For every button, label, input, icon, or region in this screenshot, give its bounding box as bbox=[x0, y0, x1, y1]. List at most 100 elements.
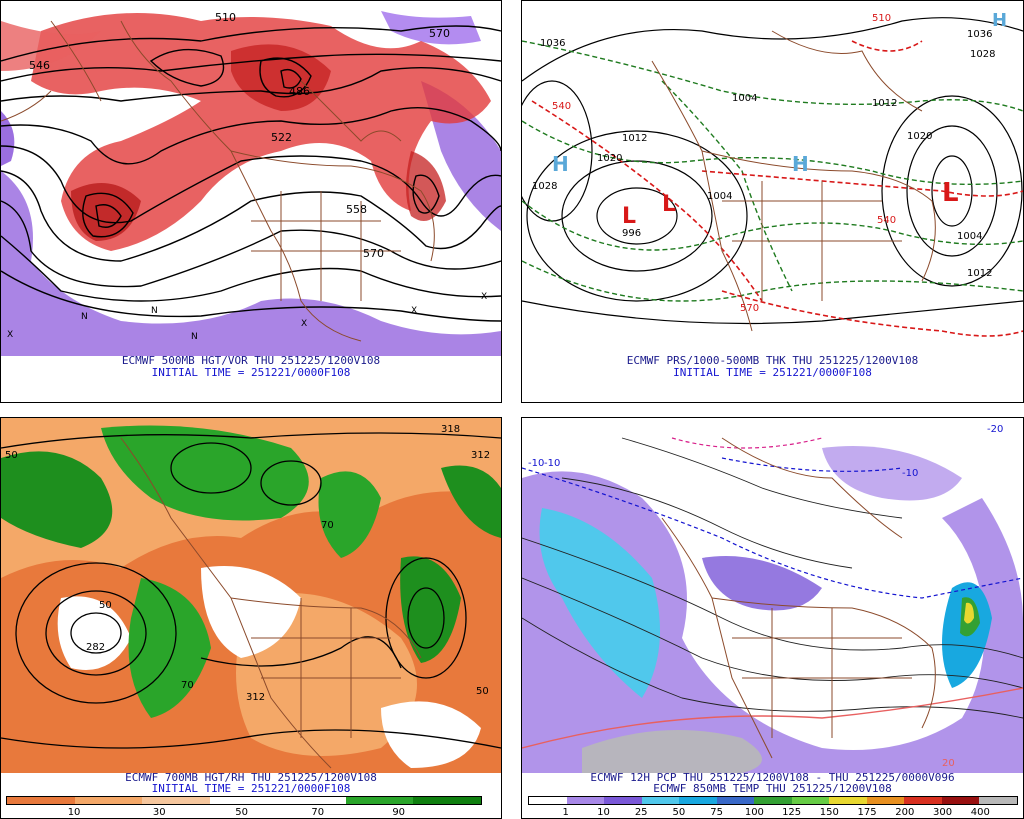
contour-label: 570 bbox=[363, 247, 384, 260]
temp-contour-label: 20 bbox=[942, 758, 955, 769]
legend-swatch bbox=[979, 797, 1017, 804]
temp-contour-label: -20 bbox=[987, 424, 1003, 435]
legend-swatch bbox=[829, 797, 867, 804]
low-pressure-symbol: L bbox=[622, 204, 636, 229]
legend-swatch bbox=[904, 797, 942, 804]
isobar-label: 1036 bbox=[967, 29, 992, 40]
legend-label: 175 bbox=[857, 807, 877, 818]
marker-n: N bbox=[151, 306, 158, 316]
legend-swatch bbox=[413, 797, 482, 804]
legend-swatch bbox=[277, 797, 346, 804]
legend-label: 400 bbox=[970, 807, 990, 818]
legend-swatch bbox=[604, 797, 642, 804]
contour-label: 558 bbox=[346, 203, 367, 216]
legend-label: 1 bbox=[562, 807, 569, 818]
isobar-label: 1036 bbox=[540, 38, 565, 49]
contour-label: 546 bbox=[29, 59, 50, 72]
thickness-label: 570 bbox=[740, 303, 759, 314]
isobar-label: 1012 bbox=[622, 133, 647, 144]
rh-label: 70 bbox=[181, 680, 194, 691]
legend-label: 10 bbox=[67, 807, 81, 818]
panel-precip-850temp: -10 -10 -10 -20 20 ECMWF 12H PCP THU 251… bbox=[521, 417, 1024, 819]
legend-label: 150 bbox=[819, 807, 839, 818]
isobar-label: 1004 bbox=[732, 93, 757, 104]
contour-label: 570 bbox=[429, 27, 450, 40]
temp-contour-label: -10 bbox=[902, 468, 918, 479]
marker-x: X bbox=[7, 330, 13, 340]
precip-legend-labels: 1 10 25 50 75 100 125 150 175 200 300 40… bbox=[528, 807, 1018, 819]
legend-swatch bbox=[641, 797, 680, 804]
map-500mb-vorticity: 546 510 570 486 522 558 570 N N N X X X … bbox=[1, 1, 501, 356]
legend-swatch bbox=[754, 797, 792, 804]
contour-label: 312 bbox=[246, 692, 265, 703]
rh-label: 50 bbox=[5, 450, 18, 461]
contour-label: 318 bbox=[441, 424, 460, 435]
marker-x: X bbox=[301, 319, 307, 329]
marker-x: X bbox=[481, 292, 487, 302]
isobar-label: 1020 bbox=[907, 131, 932, 142]
panel-caption: ECMWF 12H PCP THU 251225/1200V108 - THU … bbox=[590, 771, 955, 784]
isobar-label: 1028 bbox=[970, 49, 995, 60]
isobar-label: 1028 bbox=[532, 181, 557, 192]
contour-label: 510 bbox=[215, 11, 236, 24]
panel-caption: ECMWF 700MB HGT/RH THU 251225/1200V108 bbox=[125, 771, 377, 784]
precip-color-legend bbox=[528, 796, 1018, 805]
legend-label: 30 bbox=[152, 807, 166, 818]
panel-700mb-rh: 318 312 50 70 70 50 282 312 50 ECMWF 700… bbox=[0, 417, 502, 819]
rh-legend-labels: 10 30 50 70 90 bbox=[6, 807, 482, 819]
isobar-label: 1012 bbox=[967, 268, 992, 279]
legend-swatch bbox=[716, 797, 755, 804]
high-pressure-symbol: H bbox=[792, 152, 809, 176]
legend-label: 50 bbox=[672, 807, 686, 818]
initial-time-caption: INITIAL TIME = 251221/0000F108 bbox=[151, 366, 351, 379]
legend-swatch bbox=[142, 797, 211, 804]
legend-label: 10 bbox=[597, 807, 610, 818]
isobar-label: 996 bbox=[622, 228, 641, 239]
map-pressure-thickness: 1036 1028 1020 1012 1004 996 1004 1012 1… bbox=[522, 1, 1023, 356]
initial-time-caption: INITIAL TIME = 251221/0000F108 bbox=[673, 366, 872, 379]
temp-contour-label: -10 bbox=[528, 458, 544, 469]
legend-label: 100 bbox=[744, 807, 764, 818]
legend-swatch bbox=[74, 797, 143, 804]
low-pressure-symbol: L bbox=[662, 192, 676, 217]
legend-swatch bbox=[7, 797, 75, 804]
rh-label: 50 bbox=[476, 686, 489, 697]
legend-swatch bbox=[679, 797, 717, 804]
thickness-label: 510 bbox=[872, 13, 891, 24]
map-700mb-rh: 318 312 50 70 70 50 282 312 50 bbox=[1, 418, 501, 773]
marker-x: X bbox=[411, 306, 417, 316]
high-pressure-symbol: H bbox=[992, 10, 1007, 31]
legend-swatch bbox=[941, 797, 980, 804]
legend-label: 70 bbox=[311, 807, 325, 818]
contour-label: 522 bbox=[271, 131, 292, 144]
legend-label: 200 bbox=[895, 807, 915, 818]
rh-label: 50 bbox=[99, 600, 112, 611]
isobar-label: 1012 bbox=[872, 98, 897, 109]
legend-swatch bbox=[866, 797, 905, 804]
panel-caption: ECMWF 500MB HGT/VOR THU 251225/1200V108 bbox=[121, 354, 381, 367]
low-pressure-symbol: L bbox=[942, 178, 959, 208]
contour-label: 312 bbox=[471, 450, 490, 461]
contour-label: 282 bbox=[86, 642, 105, 653]
panel-caption-temp: ECMWF 850MB TEMP THU 251225/1200V108 bbox=[653, 782, 892, 795]
high-pressure-symbol: H bbox=[552, 152, 569, 176]
isobar-label: 1004 bbox=[957, 231, 982, 242]
legend-swatch bbox=[345, 797, 414, 804]
rh-label: 70 bbox=[321, 520, 334, 531]
isobar-label: 1004 bbox=[707, 191, 732, 202]
panel-500mb-vorticity: 546 510 570 486 522 558 570 N N N X X X … bbox=[0, 0, 502, 403]
rh-color-legend bbox=[6, 796, 482, 805]
legend-label: 125 bbox=[782, 807, 802, 818]
map-precip-850temp: -10 -10 -10 -20 20 bbox=[522, 418, 1023, 773]
legend-swatch bbox=[791, 797, 830, 804]
legend-swatch bbox=[529, 797, 567, 804]
thickness-label: 540 bbox=[877, 215, 896, 226]
panel-pressure-thickness: 1036 1028 1020 1012 1004 996 1004 1012 1… bbox=[521, 0, 1024, 403]
legend-label: 90 bbox=[392, 807, 406, 818]
legend-label: 25 bbox=[634, 807, 648, 818]
legend-label: 50 bbox=[235, 807, 248, 818]
contour-label: 486 bbox=[289, 85, 310, 98]
legend-label: 300 bbox=[932, 807, 953, 818]
panel-caption: ECMWF PRS/1000-500MB THK THU 251225/1200… bbox=[626, 354, 919, 367]
isobar-label: 1020 bbox=[597, 153, 622, 164]
